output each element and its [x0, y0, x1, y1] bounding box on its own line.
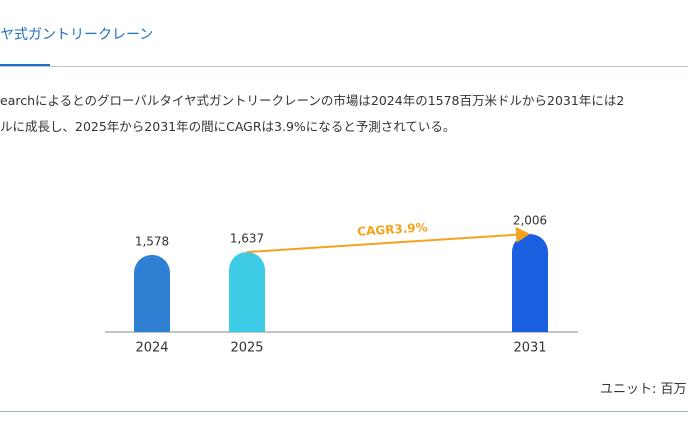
value-label: 1,637 — [230, 232, 264, 246]
value-label: 2,006 — [513, 214, 547, 228]
cagr-label: CAGR3.9% — [357, 220, 428, 238]
unit-label: ユニット: 百万 — [600, 382, 687, 397]
tab-indicator — [0, 64, 50, 67]
x-tick-label: 2031 — [513, 341, 546, 356]
x-tick-label: 2025 — [230, 341, 263, 356]
divider — [0, 411, 688, 412]
bar — [229, 252, 265, 332]
value-label: 1,578 — [135, 234, 169, 248]
paragraph-line: ルに成長し、2025年から2031年の間にCAGRは3.9%になると予測されてい… — [0, 119, 456, 134]
bar — [512, 234, 548, 332]
paragraph-line: earchによるとのグローバルタイヤ式ガントリークレーンの市場は2024年の15… — [0, 93, 625, 108]
x-tick-label: 2024 — [135, 341, 168, 356]
tab-title[interactable]: ヤ式ガントリークレーン — [0, 27, 154, 43]
divider — [0, 66, 688, 67]
bar — [134, 254, 170, 332]
cagr-arrow — [246, 226, 530, 254]
